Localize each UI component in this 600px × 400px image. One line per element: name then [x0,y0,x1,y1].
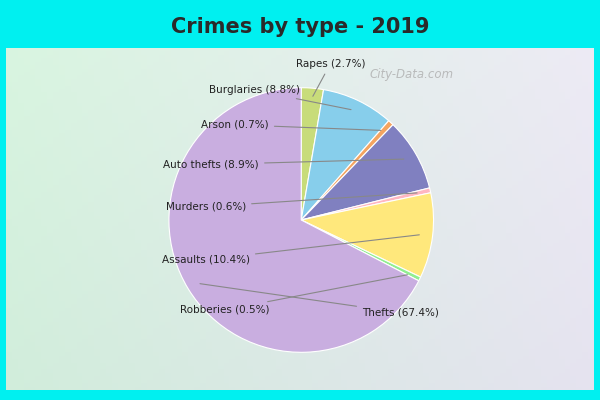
Text: Thefts (67.4%): Thefts (67.4%) [200,284,439,318]
Text: Burglaries (8.8%): Burglaries (8.8%) [209,85,351,110]
Text: Robberies (0.5%): Robberies (0.5%) [180,275,407,315]
Text: Auto thefts (8.9%): Auto thefts (8.9%) [163,159,404,170]
Wedge shape [301,90,389,220]
Wedge shape [301,88,323,220]
Text: Crimes by type - 2019: Crimes by type - 2019 [171,17,429,37]
Text: Murders (0.6%): Murders (0.6%) [166,193,417,212]
Wedge shape [169,88,419,352]
Text: Assaults (10.4%): Assaults (10.4%) [162,235,419,265]
Text: City-Data.com: City-Data.com [369,68,454,81]
Wedge shape [301,193,434,277]
Wedge shape [301,121,393,220]
Wedge shape [301,188,431,220]
Wedge shape [301,220,421,281]
Text: Arson (0.7%): Arson (0.7%) [201,120,381,130]
Text: Rapes (2.7%): Rapes (2.7%) [296,59,365,96]
Wedge shape [301,125,430,220]
